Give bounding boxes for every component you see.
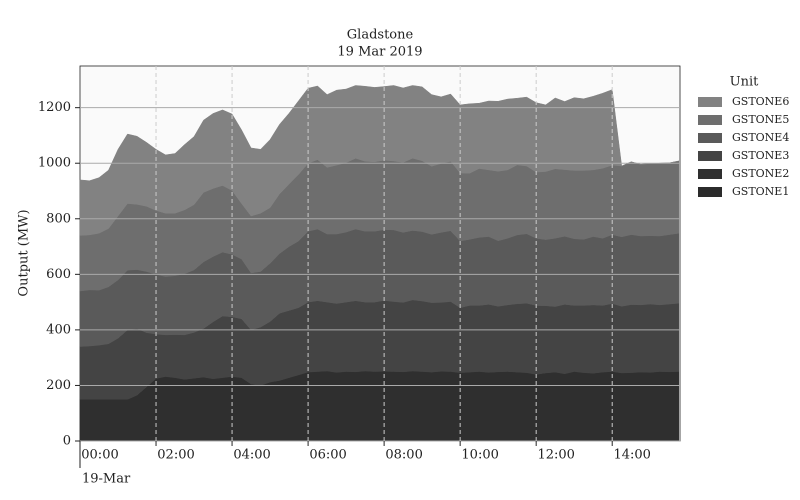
- y-tick-label: 400: [46, 322, 71, 337]
- chart-subtitle: 19 Mar 2019: [337, 45, 422, 60]
- legend-swatch: [698, 169, 722, 179]
- legend-swatch: [698, 133, 722, 143]
- y-tick-label: 0: [63, 434, 71, 449]
- legend-label: GSTONE6: [732, 95, 789, 108]
- legend-swatch: [698, 115, 722, 125]
- area: [79, 85, 679, 236]
- legend-swatch: [698, 97, 722, 107]
- y-tick-label: 600: [46, 267, 71, 282]
- x-tick-label: 14:00: [613, 448, 650, 463]
- x-tick-label: 10:00: [461, 448, 498, 463]
- legend-label: GSTONE4: [732, 131, 789, 144]
- legend-label: GSTONE5: [732, 113, 789, 126]
- legend-swatch: [698, 151, 722, 161]
- x-tick-label: 06:00: [309, 448, 346, 463]
- legend-title: Unit: [730, 75, 759, 90]
- y-axis-label: Output (MW): [17, 209, 32, 296]
- legend-swatch: [698, 187, 722, 197]
- x-tick-label: 04:00: [233, 448, 270, 463]
- y-tick-label: 200: [46, 378, 71, 393]
- legend-label: GSTONE3: [732, 149, 789, 162]
- x-tick-label: 08:00: [385, 448, 422, 463]
- y-tick-label: 1000: [38, 156, 71, 171]
- x-tick-label: 12:00: [537, 448, 574, 463]
- legend-label: GSTONE2: [732, 167, 789, 180]
- legend-label: GSTONE1: [732, 185, 789, 198]
- area: [79, 370, 679, 442]
- areas: [79, 85, 679, 442]
- x-tick-label: 02:00: [157, 448, 194, 463]
- chart-title: Gladstone: [347, 28, 414, 43]
- y-tick-label: 800: [46, 211, 71, 226]
- y-tick-label: 1200: [38, 100, 71, 115]
- x-tick-label: 00:00: [81, 448, 118, 463]
- x-date-label: 19-Mar: [82, 472, 131, 487]
